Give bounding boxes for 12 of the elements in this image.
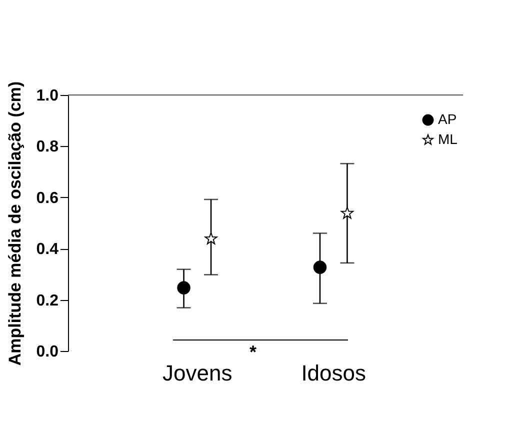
y-tick-label: 1.0 bbox=[36, 88, 59, 104]
x-tick-label: Jovens bbox=[162, 360, 232, 386]
x-tick-label: Idosos bbox=[301, 360, 366, 386]
legend-label: ML bbox=[438, 131, 458, 147]
y-tick-label: 0.6 bbox=[36, 190, 59, 207]
y-tick-label: 0.4 bbox=[36, 241, 59, 258]
y-axis-title: Amplitude média de oscilação (cm) bbox=[5, 81, 24, 366]
legend-label: AP bbox=[438, 111, 457, 127]
y-tick-label: 0.0 bbox=[36, 344, 59, 360]
y-tick-label: 0.2 bbox=[36, 292, 59, 310]
y-tick-label: 0.8 bbox=[36, 138, 59, 156]
annotation: * bbox=[249, 342, 257, 362]
